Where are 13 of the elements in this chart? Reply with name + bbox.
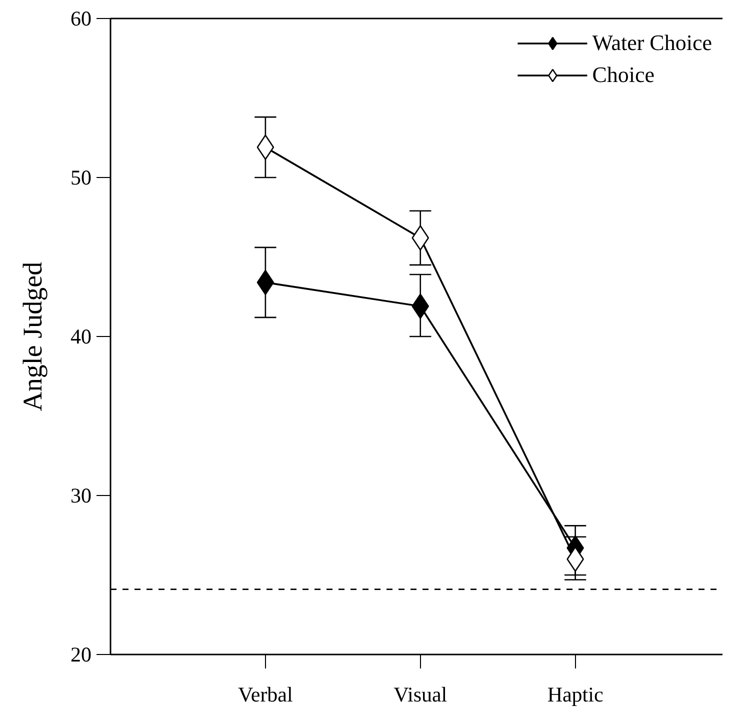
point xyxy=(412,294,430,319)
y-tick-label: 50 xyxy=(70,166,92,190)
point xyxy=(256,134,274,160)
y-tick-label: 40 xyxy=(70,324,92,348)
legend-label: Water Choice xyxy=(592,30,712,56)
y-tick-label: 30 xyxy=(70,484,92,508)
x-tick-label: Haptic xyxy=(547,682,604,706)
legend-label: Choice xyxy=(592,62,655,88)
y-tick-label: 20 xyxy=(70,642,92,666)
x-tick-label: Visual xyxy=(394,682,448,706)
y-axis-title: Angle Judged xyxy=(18,261,48,412)
y-tick-label: 60 xyxy=(70,6,92,30)
x-tick-label: Verbal xyxy=(238,682,294,706)
